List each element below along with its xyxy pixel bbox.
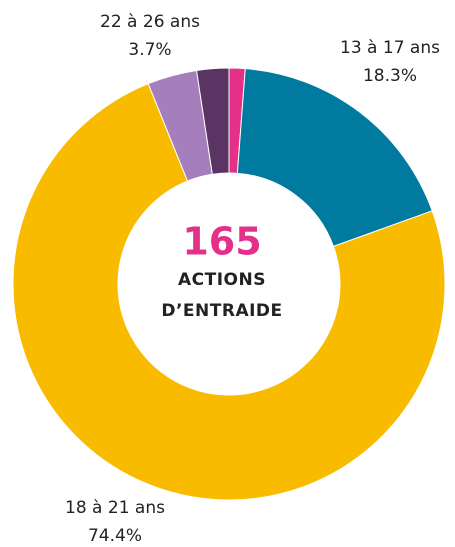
slice-value-label: 3.7% bbox=[128, 40, 171, 60]
slice-label: 22 à 26 ans bbox=[100, 12, 200, 32]
center-total: 165 bbox=[182, 220, 261, 264]
center-line: ACTIONS bbox=[178, 270, 266, 290]
center-line: D’ENTRAIDE bbox=[161, 301, 282, 321]
slice-label: 18 à 21 ans bbox=[65, 498, 165, 518]
slice-value-label: 74.4% bbox=[88, 526, 142, 546]
slice-label: 13 à 17 ans bbox=[340, 38, 440, 58]
donut-slice bbox=[236, 68, 433, 248]
slice-value-label: 18.3% bbox=[363, 66, 417, 86]
donut-slice bbox=[12, 83, 446, 501]
donut-slice bbox=[195, 67, 230, 175]
